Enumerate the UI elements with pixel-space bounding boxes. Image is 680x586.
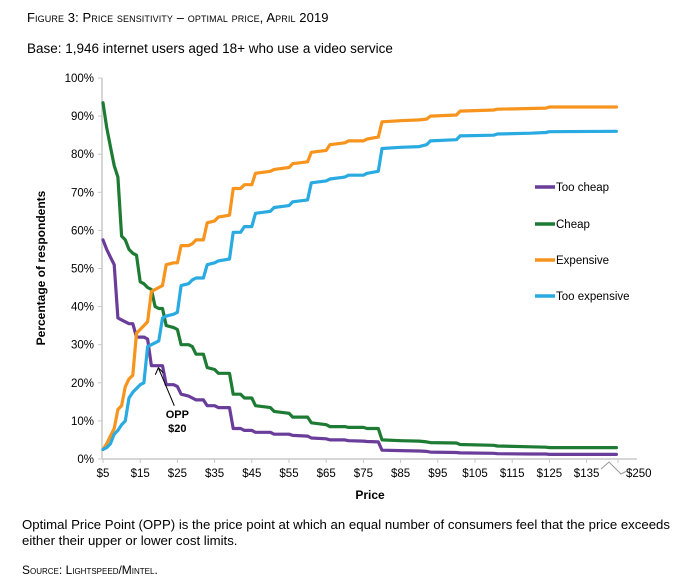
legend-label: Cheap xyxy=(556,219,590,231)
x-tick-label: $5 xyxy=(97,468,110,480)
opp-definition-note: Optimal Price Point (OPP) is the price p… xyxy=(22,517,670,548)
x-tick-label: $25 xyxy=(168,468,187,480)
legend-item-expensive: Expensive xyxy=(535,255,609,267)
legend-label: Too expensive xyxy=(556,291,630,303)
figure-title: Figure 3: Price sensitivity – optimal pr… xyxy=(27,10,329,25)
y-tick-label: 60% xyxy=(71,225,94,237)
opp-arrow xyxy=(157,367,175,406)
x-tick-label: $95 xyxy=(428,468,447,480)
legend-item-too-expensive: Too expensive xyxy=(535,291,630,303)
legend-item-cheap: Cheap xyxy=(535,219,590,231)
y-tick-label: 20% xyxy=(71,378,94,390)
source-note: Source: Lightspeed/Mintel. xyxy=(22,563,158,577)
x-tick-label: $55 xyxy=(279,468,298,480)
x-tick-label: $250 xyxy=(626,468,652,480)
opp-annotation: OPP $20 xyxy=(154,366,189,435)
axes: 0% 10% 20% 30% 40% 50% 60% 70% 80% 90% 100% $5 $15 $2… xyxy=(65,73,652,480)
x-tick-label: $45 xyxy=(242,468,261,480)
y-tick-label: 80% xyxy=(71,149,94,161)
x-tick-label: $85 xyxy=(391,468,410,480)
series-line-cheap xyxy=(101,101,619,450)
legend-label: Too cheap xyxy=(556,182,609,194)
y-tick-label: 100% xyxy=(65,73,94,85)
x-tick-label: $105 xyxy=(462,468,488,480)
opp-label: OPP xyxy=(166,409,189,421)
x-tick-label: $65 xyxy=(317,468,336,480)
y-axis-label: Percentage of respondents xyxy=(34,190,48,345)
price-sensitivity-chart: 0% 10% 20% 30% 40% 50% 60% 70% 80% 90% 100% $5 $15 $2… xyxy=(34,73,652,502)
y-tick-label: 50% xyxy=(71,264,94,276)
series-line-too-expensive xyxy=(101,129,619,452)
y-tick-label: 90% xyxy=(71,111,94,123)
opp-price-label: $20 xyxy=(168,423,186,435)
legend: Too cheap Cheap Expensive Too expensive xyxy=(535,182,630,303)
y-tick-label: 10% xyxy=(71,416,94,428)
y-tick-label: 30% xyxy=(71,340,94,352)
x-axis-label: Price xyxy=(355,488,385,502)
series-line-expensive xyxy=(101,105,619,452)
series-line-too-cheap xyxy=(101,238,619,456)
x-tick-label: $135 xyxy=(574,468,600,480)
y-tick-label: 0% xyxy=(77,454,94,466)
figure-base: Base: 1,946 internet users aged 18+ who … xyxy=(27,41,393,56)
opp-arrowhead-icon xyxy=(154,366,164,375)
x-tick-label: $125 xyxy=(537,468,563,480)
y-tick-label: 70% xyxy=(71,187,94,199)
series-lines xyxy=(101,101,619,456)
x-tick-label: $15 xyxy=(131,468,150,480)
axis-break-icon xyxy=(600,461,628,475)
legend-label: Expensive xyxy=(556,255,609,267)
x-tick-label: $35 xyxy=(205,468,224,480)
legend-item-too-cheap: Too cheap xyxy=(535,182,609,194)
y-tick-label: 40% xyxy=(71,302,94,314)
x-tick-label: $75 xyxy=(354,468,373,480)
x-tick-label: $115 xyxy=(500,468,525,480)
